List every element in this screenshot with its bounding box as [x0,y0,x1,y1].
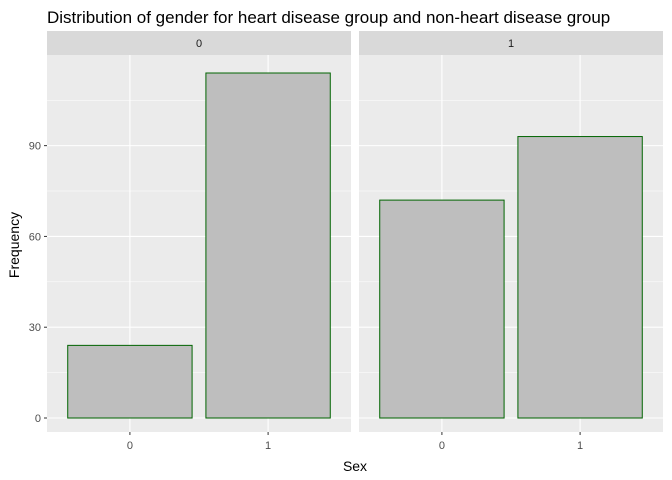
x-axis-title: Sex [343,458,367,474]
y-tick-label: 60 [29,231,41,243]
bar [67,344,193,419]
y-tick-label: 0 [35,413,41,425]
facet-strip-label: 1 [508,38,514,50]
chart-title: Distribution of gender for heart disease… [47,8,610,27]
y-tick-label: 30 [29,322,41,334]
x-tick-label: 1 [265,440,271,452]
facet-strip [359,31,663,55]
facet-strip-label: 0 [196,38,202,50]
facet-strip [47,31,351,55]
x-tick-label: 0 [439,440,445,452]
bar [205,72,331,419]
y-axis-title: Frequency [6,212,22,278]
x-tick-label: 1 [577,440,583,452]
facet-panels: 0 0 1 1 0 1 0 30 60 90 [29,31,663,452]
bar [379,199,505,419]
x-tick-label: 0 [127,440,133,452]
bar [517,136,643,419]
y-tick-label: 90 [29,141,41,153]
